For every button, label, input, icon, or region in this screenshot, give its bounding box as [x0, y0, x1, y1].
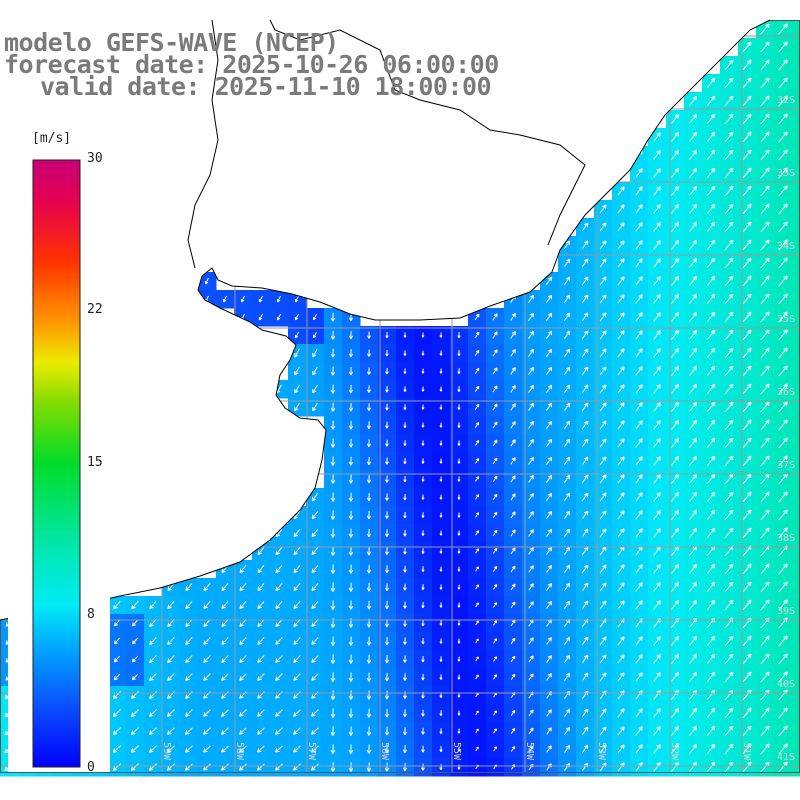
lon-label: 54W	[524, 742, 535, 761]
wind-speed-cell	[792, 722, 800, 741]
wind-speed-cell	[792, 236, 800, 255]
wind-arrow	[778, 41, 788, 53]
lat-label: 33S	[777, 168, 795, 179]
wind-speed-cell	[792, 560, 800, 579]
lon-label: 58W	[234, 742, 245, 761]
wind-speed-cell	[792, 398, 800, 417]
wind-arrow	[742, 77, 752, 89]
wind-speed-cell	[792, 524, 800, 543]
wind-speed-cell	[792, 542, 800, 561]
wind-speed-cell	[792, 182, 800, 201]
colorbar-tick-30: 30	[87, 151, 103, 166]
colorbar-tick-0: 0	[87, 760, 95, 775]
wind-arrow	[689, 95, 698, 106]
lon-label: 53W	[596, 742, 607, 761]
colorbar-tick-15: 15	[87, 455, 103, 470]
wind-speed-cell	[792, 200, 800, 219]
colorbar-tick-8: 8	[87, 607, 95, 622]
colorbar	[8, 120, 110, 772]
wind-arrow	[778, 59, 788, 71]
wind-arrow	[671, 114, 679, 124]
wind-speed-cell	[792, 686, 800, 705]
wind-speed-cell	[792, 38, 800, 57]
wind-speed-cell	[792, 128, 800, 147]
lon-label: 56W	[379, 742, 390, 761]
wind-arrow	[742, 59, 752, 71]
wind-speed-cell	[792, 506, 800, 525]
wind-arrows	[4, 23, 788, 773]
title-valid-date: valid date: 2025-11-10 18:00:00	[40, 72, 492, 101]
wind-speed-cell	[792, 650, 800, 669]
wind-speed-cell	[792, 380, 800, 399]
wind-speed-cell	[792, 308, 800, 327]
wind-arrow	[724, 95, 734, 107]
colorbar-tick-22: 22	[87, 302, 103, 317]
wind-speed-cell	[792, 92, 800, 111]
wind-speed-cell	[792, 704, 800, 723]
wind-speed-cell	[792, 434, 800, 453]
wind-speed-cell	[792, 470, 800, 489]
wind-speed-cell	[792, 110, 800, 129]
lat-label: 39S	[777, 606, 795, 617]
wind-speed-cell	[792, 218, 800, 237]
wind-speed-cell	[792, 272, 800, 291]
wind-speed-cell	[792, 758, 800, 777]
wind-speed-cell	[792, 290, 800, 309]
wind-speed-cell	[792, 164, 800, 183]
wind-speed-cell	[792, 632, 800, 651]
wind-speed-cell	[792, 20, 800, 39]
wind-arrow	[689, 113, 698, 124]
lat-label: 40S	[777, 679, 795, 690]
wind-speed-cell	[792, 578, 800, 597]
wind-speed-cell	[792, 362, 800, 381]
wind-speed-cell	[792, 596, 800, 615]
wind-arrow	[760, 77, 770, 89]
wind-speed-cell	[792, 416, 800, 435]
wind-arrow	[778, 23, 788, 35]
wind-speed-cell	[792, 488, 800, 507]
lat-label: 35S	[777, 314, 795, 325]
wind-speed-cell	[792, 254, 800, 273]
wind-speed-cell	[792, 344, 800, 363]
wind-arrow	[706, 95, 716, 107]
wind-speed-cell	[792, 668, 800, 687]
wind-speed-cell	[792, 56, 800, 75]
wind-arrow	[760, 95, 770, 107]
lat-label: 36S	[777, 387, 795, 398]
wind-arrow	[742, 95, 752, 107]
wind-arrow	[760, 59, 770, 71]
lat-label: 41S	[777, 752, 795, 763]
wind-arrow	[724, 59, 734, 71]
wind-speed-cell	[792, 326, 800, 345]
lat-label: 32S	[777, 95, 795, 106]
wind-arrow	[760, 23, 770, 35]
wind-arrow	[778, 77, 788, 89]
lon-label: 55W	[451, 742, 462, 761]
wind-arrow	[724, 77, 734, 89]
wind-arrow	[778, 95, 788, 107]
wind-speed-cell	[792, 614, 800, 633]
lon-label: 52W	[669, 742, 680, 761]
wind-arrow	[760, 41, 770, 53]
wind-speed-cell	[792, 740, 800, 759]
colorbar-units: [m/s]	[32, 131, 72, 146]
lat-label: 37S	[777, 460, 795, 471]
wind-arrow	[706, 77, 716, 89]
lon-label: 57W	[306, 742, 317, 761]
colorbar-gradient	[32, 159, 81, 768]
lon-label: 59W	[161, 742, 172, 761]
wind-speed-cell	[792, 74, 800, 93]
wind-arrow	[742, 41, 752, 53]
wind-speed-cell	[792, 452, 800, 471]
lat-label: 38S	[777, 533, 795, 544]
wind-speed-cell	[792, 146, 800, 165]
lat-label: 34S	[777, 241, 795, 252]
lon-label: 51W	[741, 742, 752, 761]
